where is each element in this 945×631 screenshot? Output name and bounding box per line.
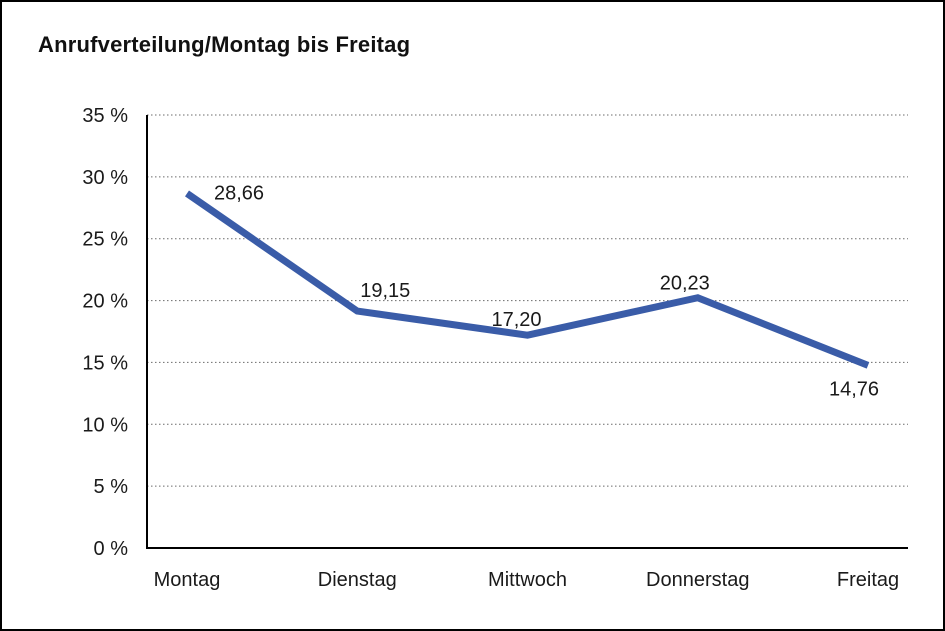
chart-title: Anrufverteilung/Montag bis Freitag [38, 32, 411, 57]
y-tick-label: 0 % [94, 538, 129, 560]
data-point-label: 14,76 [829, 378, 879, 400]
category-label: Montag [154, 569, 221, 591]
y-tick-label: 10 % [82, 414, 128, 436]
y-tick-label: 15 % [82, 352, 128, 374]
y-tick-label: 20 % [82, 291, 128, 313]
data-point-label: 20,23 [660, 273, 710, 295]
y-tick-label: 35 % [82, 105, 128, 127]
y-tick-label: 30 % [82, 167, 128, 189]
data-point-label: 28,66 [214, 182, 264, 204]
y-tick-label: 5 % [94, 476, 129, 498]
data-point-label: 19,15 [360, 280, 410, 302]
category-label: Dienstag [318, 569, 397, 591]
y-tick-label: 25 % [82, 229, 128, 251]
data-point-label: 17,20 [491, 309, 541, 331]
category-label: Donnerstag [646, 569, 749, 591]
category-label: Freitag [837, 569, 899, 591]
category-label: Mittwoch [488, 569, 567, 591]
data-line [185, 190, 870, 369]
